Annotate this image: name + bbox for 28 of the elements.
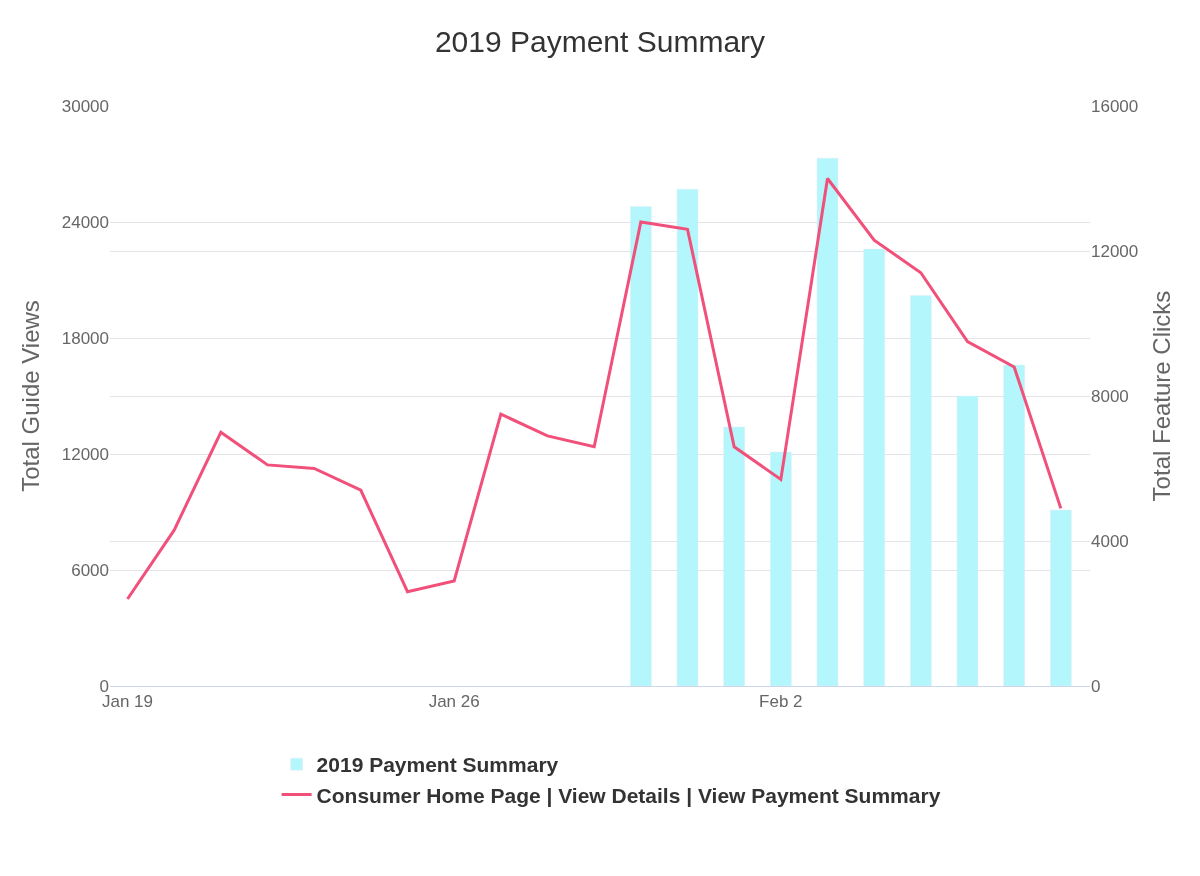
- y2-tick-label: 8000: [1091, 386, 1129, 406]
- y-tick-label: 6000: [71, 560, 109, 580]
- y2-tick-label: 12000: [1091, 241, 1139, 261]
- bar: [816, 157, 839, 686]
- x-tick-label: Feb 2: [759, 692, 803, 712]
- bar: [910, 295, 932, 686]
- bar: [630, 206, 652, 686]
- y2-tick-label: 16000: [1091, 96, 1139, 116]
- bar: [770, 451, 792, 686]
- legend-label: Consumer Home Page | View Details | View Payment Summary: [316, 783, 941, 807]
- bar: [863, 248, 885, 686]
- legend-label: 2019 Payment Summary: [316, 753, 559, 777]
- x-tick-label: Jan 26: [428, 692, 480, 712]
- y-tick-label: 18000: [61, 328, 109, 348]
- y-axis-title: Total Guide Views: [16, 300, 44, 492]
- bar: [723, 426, 745, 686]
- y2-tick-label: 0: [1091, 676, 1101, 696]
- y2-axis-title: Total Feature Clicks: [1147, 290, 1175, 502]
- y-tick-label: 12000: [61, 444, 109, 464]
- bar: [1003, 364, 1025, 686]
- bar: [1050, 509, 1072, 686]
- line-series: [126, 177, 1063, 601]
- bar: [956, 395, 979, 686]
- chart-title: 2019 Payment Summary: [434, 24, 766, 58]
- y-tick-label: 30000: [61, 96, 109, 116]
- y-tick-label: 24000: [61, 212, 109, 232]
- y2-tick-label: 4000: [1091, 531, 1129, 551]
- bar: [676, 188, 699, 686]
